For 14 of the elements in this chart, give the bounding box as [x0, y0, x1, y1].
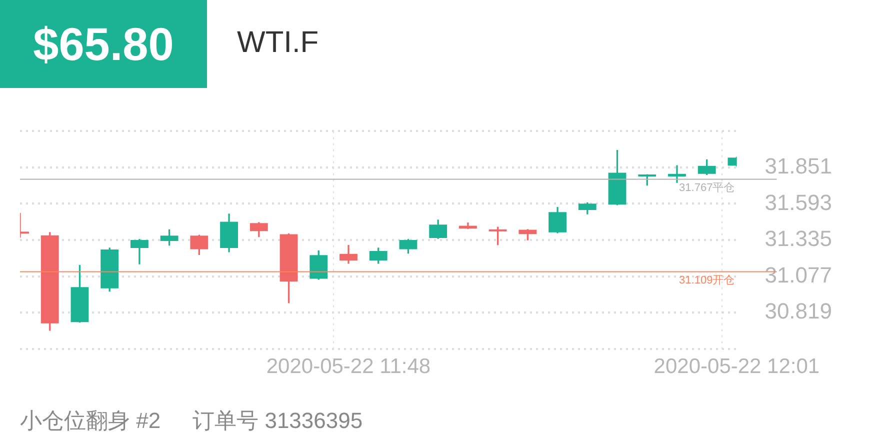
y-tick-label: 31.851	[764, 154, 832, 179]
y-tick-label: 31.077	[764, 262, 832, 288]
chart-title: WTI.F	[237, 26, 319, 60]
y-tick-label: 30.819	[764, 298, 832, 324]
ref-line-label: 31.767平仓	[679, 182, 735, 194]
candlestick	[668, 165, 686, 183]
text: 订单号 31336395	[192, 407, 363, 435]
y-tick-label: 31.335	[764, 226, 832, 252]
chart-subtitle: $65.80	[0, 0, 207, 88]
ref-line-label: 31.109开仓	[679, 274, 735, 286]
x-tick-label: 2020-05-22 11:48	[266, 355, 431, 378]
y-tick-label: 31.593	[764, 190, 832, 215]
text: 小仓位翻身 #2	[20, 407, 161, 435]
x-tick-label: 2020-05-22 12:01	[654, 355, 820, 378]
